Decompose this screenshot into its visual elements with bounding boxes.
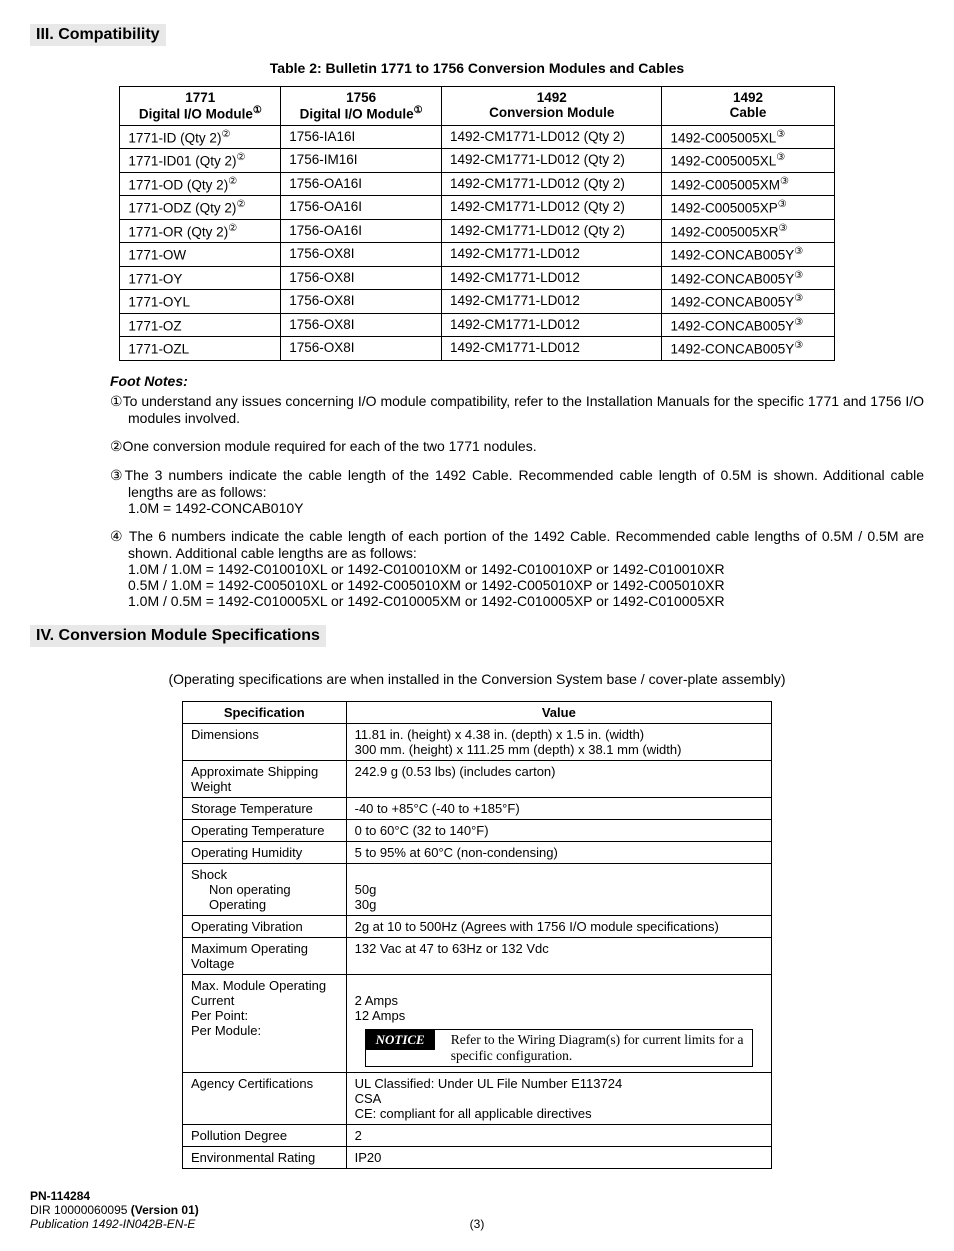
- footnotes-heading: Foot Notes:: [110, 373, 924, 389]
- table-row: 1771-OZ1756-OX8I1492-CM1771-LD0121492-CO…: [120, 313, 834, 337]
- operating-note: (Operating specifications are when insta…: [30, 671, 924, 687]
- table-row: 1771-OD (Qty 2)②1756-OA16I1492-CM1771-LD…: [120, 172, 834, 196]
- spec-row-vibration: Operating Vibration2g at 10 to 500Hz (Ag…: [182, 915, 771, 937]
- footnote-4: ④ The 6 numbers indicate the cable lengt…: [110, 528, 924, 609]
- table-row: 1771-OY1756-OX8I1492-CM1771-LD0121492-CO…: [120, 266, 834, 290]
- spec-row-dimensions: Dimensions 11.81 in. (height) x 4.38 in.…: [182, 723, 771, 760]
- spec-col-2: Value: [346, 701, 771, 723]
- footer-publication: Publication 1492-IN042B-EN-E: [30, 1217, 195, 1231]
- col-cable: 1492Cable: [662, 87, 834, 126]
- spec-row-max-current: Max. Module Operating CurrentPer Point:P…: [182, 974, 771, 1072]
- footer-dir: DIR 10000060095: [30, 1203, 131, 1217]
- section-3-heading: III. Compatibility: [30, 24, 166, 46]
- spec-row-op-humidity: Operating Humidity5 to 95% at 60°C (non-…: [182, 841, 771, 863]
- footnote-3: ③The 3 numbers indicate the cable length…: [110, 467, 924, 516]
- spec-row-env-rating: Environmental RatingIP20: [182, 1146, 771, 1168]
- table-row: 1771-ODZ (Qty 2)②1756-OA16I1492-CM1771-L…: [120, 196, 834, 220]
- spec-row-agency: Agency Certifications UL Classified: Und…: [182, 1072, 771, 1124]
- table-row: 1771-OYL1756-OX8I1492-CM1771-LD0121492-C…: [120, 290, 834, 314]
- notice-text: Refer to the Wiring Diagram(s) for curre…: [445, 1030, 752, 1066]
- col-1771: 1771Digital I/O Module①: [120, 87, 281, 126]
- col-1756: 1756Digital I/O Module①: [281, 87, 442, 126]
- table-row: 1771-OR (Qty 2)②1756-OA16I1492-CM1771-LD…: [120, 219, 834, 243]
- table-row: 1771-ID (Qty 2)②1756-IA16I1492-CM1771-LD…: [120, 125, 834, 149]
- spec-row-op-temp: Operating Temperature0 to 60°C (32 to 14…: [182, 819, 771, 841]
- conversion-table: 1771Digital I/O Module① 1756Digital I/O …: [119, 86, 834, 361]
- footnote-2: ②One conversion module required for each…: [110, 438, 924, 455]
- table-row: 1771-OZL1756-OX8I1492-CM1771-LD0121492-C…: [120, 337, 834, 361]
- spec-table: Specification Value Dimensions 11.81 in.…: [182, 701, 772, 1169]
- footer-pn: PN-114284: [30, 1189, 90, 1203]
- section-4-heading: IV. Conversion Module Specifications: [30, 625, 326, 647]
- spec-col-1: Specification: [182, 701, 346, 723]
- footer-version: (Version 01): [131, 1203, 199, 1217]
- spec-row-storage-temp: Storage Temperature-40 to +85°C (-40 to …: [182, 797, 771, 819]
- spec-row-weight: Approximate Shipping Weight242.9 g (0.53…: [182, 760, 771, 797]
- col-conv-module: 1492Conversion Module: [442, 87, 662, 126]
- table-2-caption: Table 2: Bulletin 1771 to 1756 Conversio…: [30, 60, 924, 76]
- spec-row-pollution: Pollution Degree2: [182, 1124, 771, 1146]
- spec-row-shock: ShockNon operatingOperating 50g30g: [182, 863, 771, 915]
- notice-box: NOTICE Refer to the Wiring Diagram(s) fo…: [365, 1029, 753, 1067]
- footnote-1: ①To understand any issues concerning I/O…: [110, 393, 924, 426]
- notice-label: NOTICE: [366, 1030, 435, 1050]
- table-row: 1771-OW1756-OX8I1492-CM1771-LD0121492-CO…: [120, 243, 834, 267]
- table-row: 1771-ID01 (Qty 2)②1756-IM16I1492-CM1771-…: [120, 149, 834, 173]
- spec-row-max-voltage: Maximum Operating Voltage132 Vac at 47 t…: [182, 937, 771, 974]
